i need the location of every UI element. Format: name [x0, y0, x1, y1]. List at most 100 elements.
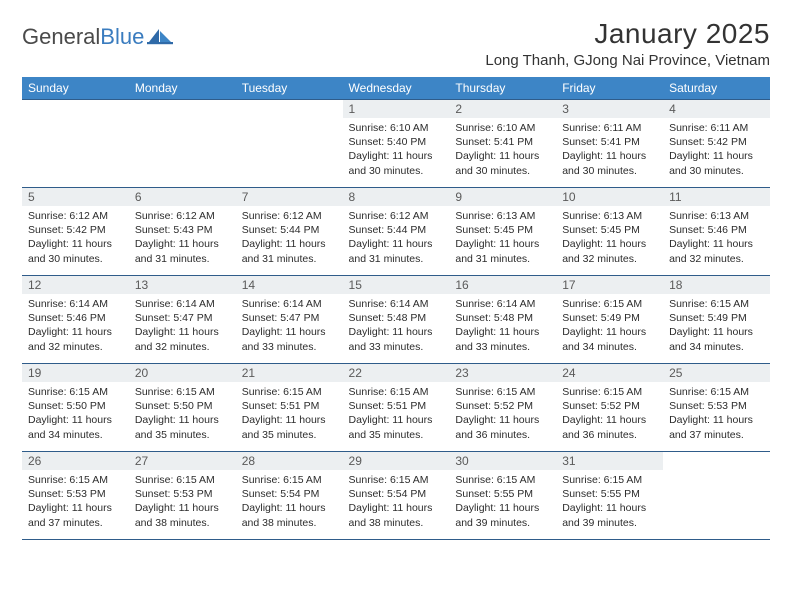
calendar-day-cell [22, 100, 129, 188]
sunrise-text: Sunrise: 6:13 AM [562, 209, 657, 223]
day-number: 31 [556, 452, 663, 470]
sunrise-text: Sunrise: 6:13 AM [455, 209, 550, 223]
calendar-day-cell: 30Sunrise: 6:15 AMSunset: 5:55 PMDayligh… [449, 452, 556, 540]
day-info: Sunrise: 6:14 AMSunset: 5:47 PMDaylight:… [236, 294, 343, 358]
day-info: Sunrise: 6:15 AMSunset: 5:49 PMDaylight:… [556, 294, 663, 358]
daylight-text-1: Daylight: 11 hours [28, 501, 123, 515]
day-info: Sunrise: 6:15 AMSunset: 5:53 PMDaylight:… [22, 470, 129, 534]
sunset-text: Sunset: 5:41 PM [562, 135, 657, 149]
daylight-text-1: Daylight: 11 hours [135, 237, 230, 251]
calendar-week-row: 26Sunrise: 6:15 AMSunset: 5:53 PMDayligh… [22, 452, 770, 540]
daylight-text-2: and 30 minutes. [562, 164, 657, 178]
calendar-day-cell: 19Sunrise: 6:15 AMSunset: 5:50 PMDayligh… [22, 364, 129, 452]
daylight-text-1: Daylight: 11 hours [562, 325, 657, 339]
daylight-text-1: Daylight: 11 hours [135, 413, 230, 427]
calendar-week-row: 12Sunrise: 6:14 AMSunset: 5:46 PMDayligh… [22, 276, 770, 364]
daylight-text-2: and 32 minutes. [135, 340, 230, 354]
sunset-text: Sunset: 5:42 PM [28, 223, 123, 237]
weekday-header: Sunday [22, 77, 129, 100]
calendar-day-cell [129, 100, 236, 188]
day-number: 19 [22, 364, 129, 382]
daylight-text-2: and 37 minutes. [28, 516, 123, 530]
daylight-text-2: and 31 minutes. [455, 252, 550, 266]
weekday-header: Tuesday [236, 77, 343, 100]
daylight-text-2: and 35 minutes. [135, 428, 230, 442]
calendar-day-cell: 7Sunrise: 6:12 AMSunset: 5:44 PMDaylight… [236, 188, 343, 276]
weekday-header: Monday [129, 77, 236, 100]
sunrise-text: Sunrise: 6:14 AM [242, 297, 337, 311]
calendar-day-cell: 23Sunrise: 6:15 AMSunset: 5:52 PMDayligh… [449, 364, 556, 452]
sunrise-text: Sunrise: 6:14 AM [349, 297, 444, 311]
calendar-day-cell: 6Sunrise: 6:12 AMSunset: 5:43 PMDaylight… [129, 188, 236, 276]
sunset-text: Sunset: 5:51 PM [242, 399, 337, 413]
sunset-text: Sunset: 5:54 PM [242, 487, 337, 501]
day-number: 27 [129, 452, 236, 470]
sunrise-text: Sunrise: 6:15 AM [135, 385, 230, 399]
daylight-text-2: and 30 minutes. [349, 164, 444, 178]
calendar-day-cell [236, 100, 343, 188]
sunset-text: Sunset: 5:54 PM [349, 487, 444, 501]
day-info: Sunrise: 6:15 AMSunset: 5:53 PMDaylight:… [663, 382, 770, 446]
weekday-header: Wednesday [343, 77, 450, 100]
daylight-text-1: Daylight: 11 hours [242, 325, 337, 339]
sunrise-text: Sunrise: 6:15 AM [669, 297, 764, 311]
daylight-text-2: and 38 minutes. [349, 516, 444, 530]
daylight-text-1: Daylight: 11 hours [242, 413, 337, 427]
daylight-text-1: Daylight: 11 hours [455, 149, 550, 163]
calendar-day-cell: 12Sunrise: 6:14 AMSunset: 5:46 PMDayligh… [22, 276, 129, 364]
calendar-day-cell: 13Sunrise: 6:14 AMSunset: 5:47 PMDayligh… [129, 276, 236, 364]
day-number: 29 [343, 452, 450, 470]
sunset-text: Sunset: 5:53 PM [669, 399, 764, 413]
sunrise-text: Sunrise: 6:11 AM [562, 121, 657, 135]
day-info: Sunrise: 6:15 AMSunset: 5:52 PMDaylight:… [556, 382, 663, 446]
calendar-day-cell: 5Sunrise: 6:12 AMSunset: 5:42 PMDaylight… [22, 188, 129, 276]
daylight-text-1: Daylight: 11 hours [455, 413, 550, 427]
sunset-text: Sunset: 5:40 PM [349, 135, 444, 149]
day-number: 14 [236, 276, 343, 294]
calendar-day-cell: 27Sunrise: 6:15 AMSunset: 5:53 PMDayligh… [129, 452, 236, 540]
day-number: 3 [556, 100, 663, 118]
daylight-text-2: and 38 minutes. [242, 516, 337, 530]
daylight-text-1: Daylight: 11 hours [562, 149, 657, 163]
calendar-day-cell: 20Sunrise: 6:15 AMSunset: 5:50 PMDayligh… [129, 364, 236, 452]
sunrise-text: Sunrise: 6:15 AM [135, 473, 230, 487]
day-number: 23 [449, 364, 556, 382]
sunset-text: Sunset: 5:48 PM [455, 311, 550, 325]
calendar-day-cell: 10Sunrise: 6:13 AMSunset: 5:45 PMDayligh… [556, 188, 663, 276]
day-number: 16 [449, 276, 556, 294]
daylight-text-2: and 38 minutes. [135, 516, 230, 530]
day-number: 28 [236, 452, 343, 470]
sunset-text: Sunset: 5:48 PM [349, 311, 444, 325]
day-info: Sunrise: 6:15 AMSunset: 5:49 PMDaylight:… [663, 294, 770, 358]
daylight-text-2: and 39 minutes. [562, 516, 657, 530]
day-number: 11 [663, 188, 770, 206]
sunset-text: Sunset: 5:52 PM [562, 399, 657, 413]
calendar-day-cell: 21Sunrise: 6:15 AMSunset: 5:51 PMDayligh… [236, 364, 343, 452]
daylight-text-2: and 36 minutes. [455, 428, 550, 442]
sunrise-text: Sunrise: 6:15 AM [562, 385, 657, 399]
calendar-day-cell: 11Sunrise: 6:13 AMSunset: 5:46 PMDayligh… [663, 188, 770, 276]
day-number: 5 [22, 188, 129, 206]
daylight-text-2: and 30 minutes. [455, 164, 550, 178]
daylight-text-2: and 35 minutes. [242, 428, 337, 442]
daylight-text-1: Daylight: 11 hours [669, 237, 764, 251]
day-number: 10 [556, 188, 663, 206]
sunrise-text: Sunrise: 6:15 AM [562, 297, 657, 311]
calendar-day-cell: 29Sunrise: 6:15 AMSunset: 5:54 PMDayligh… [343, 452, 450, 540]
calendar-day-cell: 8Sunrise: 6:12 AMSunset: 5:44 PMDaylight… [343, 188, 450, 276]
sunrise-text: Sunrise: 6:15 AM [349, 473, 444, 487]
day-info: Sunrise: 6:14 AMSunset: 5:48 PMDaylight:… [343, 294, 450, 358]
sunset-text: Sunset: 5:46 PM [669, 223, 764, 237]
sunset-text: Sunset: 5:45 PM [455, 223, 550, 237]
sunset-text: Sunset: 5:50 PM [135, 399, 230, 413]
calendar-day-cell: 2Sunrise: 6:10 AMSunset: 5:41 PMDaylight… [449, 100, 556, 188]
daylight-text-2: and 39 minutes. [455, 516, 550, 530]
sunrise-text: Sunrise: 6:12 AM [349, 209, 444, 223]
day-info: Sunrise: 6:11 AMSunset: 5:41 PMDaylight:… [556, 118, 663, 182]
calendar-day-cell: 14Sunrise: 6:14 AMSunset: 5:47 PMDayligh… [236, 276, 343, 364]
day-info: Sunrise: 6:15 AMSunset: 5:54 PMDaylight:… [236, 470, 343, 534]
daylight-text-1: Daylight: 11 hours [349, 149, 444, 163]
brand-logo: GeneralBlue [22, 18, 173, 50]
daylight-text-2: and 31 minutes. [349, 252, 444, 266]
daylight-text-2: and 33 minutes. [242, 340, 337, 354]
